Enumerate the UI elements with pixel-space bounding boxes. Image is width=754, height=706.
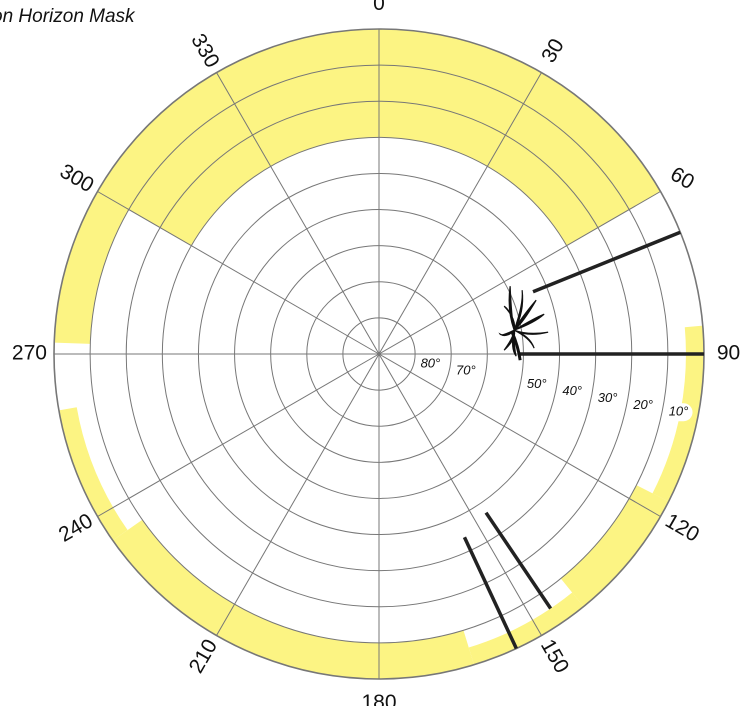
azimuth-label-150: 150 — [536, 635, 573, 677]
altitude-label-50: 50° — [527, 376, 547, 391]
azimuth-label-210: 210 — [185, 635, 222, 677]
obstruction-line-3 — [462, 536, 518, 650]
azimuth-label-300: 300 — [56, 160, 98, 197]
chart-title: on Horizon Mask — [0, 6, 135, 27]
azimuth-label-0: 0 — [373, 0, 385, 15]
mask-segment-1 — [97, 29, 379, 246]
mask-segment-7 — [58, 407, 128, 541]
azimuth-spoke-300 — [97, 191, 380, 355]
altitude-label-70: 70° — [456, 362, 476, 377]
altitude-label-10: 10° — [669, 404, 689, 419]
azimuth-spoke-150 — [378, 353, 542, 636]
altitude-label-40: 40° — [562, 383, 582, 398]
mask-segment-9 — [54, 191, 129, 344]
obstruction-line-0 — [532, 230, 681, 294]
azimuth-label-330: 330 — [186, 30, 223, 72]
azimuth-spoke-30 — [378, 72, 542, 355]
azimuth-label-60: 60 — [666, 163, 698, 195]
altitude-label-80: 80° — [421, 355, 441, 370]
mask-segment-6 — [112, 519, 475, 679]
azimuth-label-180: 180 — [361, 691, 396, 706]
altitude-label-30: 30° — [598, 390, 618, 405]
mask-segment-0 — [379, 29, 661, 246]
palm-tree-icon — [498, 286, 549, 361]
azimuth-spoke-240 — [97, 353, 380, 517]
azimuth-label-240: 240 — [55, 509, 97, 546]
azimuth-label-120: 120 — [661, 509, 703, 546]
azimuth-spoke-60 — [378, 191, 661, 355]
azimuth-spoke-210 — [216, 353, 380, 636]
obstruction-layer — [462, 230, 704, 650]
mask-segment-3 — [652, 325, 704, 502]
obstruction-line-2 — [484, 511, 553, 610]
azimuth-label-30: 30 — [537, 35, 569, 67]
azimuth-spoke-330 — [216, 72, 380, 355]
mask-layer — [54, 29, 704, 679]
mask-segment-5 — [468, 592, 584, 665]
azimuth-spoke-120 — [378, 353, 661, 517]
azimuth-label-270: 270 — [12, 342, 47, 365]
mask-segment-4 — [560, 485, 669, 607]
altitude-label-20: 20° — [632, 397, 653, 412]
azimuth-label-90: 90 — [717, 342, 740, 365]
